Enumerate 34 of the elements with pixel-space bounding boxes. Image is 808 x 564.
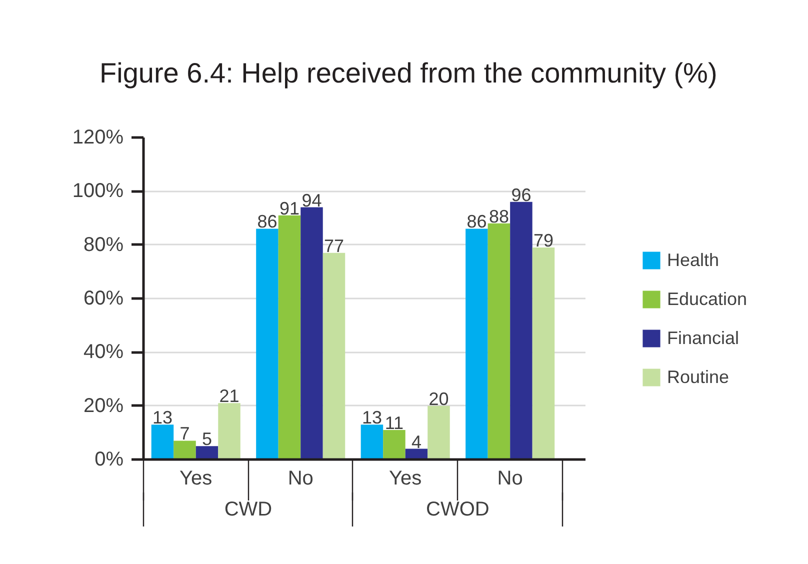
data-label: 94 (302, 190, 322, 210)
legend-label: Education (667, 288, 748, 310)
y-tick-label: 40% (83, 341, 124, 364)
data-label: 91 (279, 198, 300, 218)
legend-label: Financial (667, 328, 740, 348)
x-tick-label: No (497, 468, 523, 490)
x-tick-label: Yes (389, 468, 422, 490)
data-label: 4 (411, 432, 422, 452)
y-tick-label: 80% (83, 234, 124, 256)
text: CWD (224, 498, 272, 520)
data-label: 77 (324, 236, 344, 256)
text: CWOD (426, 498, 490, 520)
data-label: 21 (219, 386, 240, 406)
data-label: 96 (511, 184, 532, 205)
x-tick-label: Yes (180, 468, 212, 490)
y-tick-label: 120% (72, 126, 124, 148)
x-tick-label: No (288, 468, 314, 490)
y-tick-label: 20% (83, 394, 124, 417)
data-label: 5 (202, 429, 212, 450)
chart-title: Figure 6.4: Help received from the community (%) (100, 58, 718, 88)
data-label: 86 (466, 212, 487, 232)
data-label: 7 (180, 424, 190, 444)
data-label: 86 (257, 212, 278, 232)
data-label: 13 (362, 408, 382, 428)
data-label: 20 (428, 388, 449, 409)
y-tick-label: 60% (83, 288, 124, 310)
data-label: 88 (488, 206, 509, 226)
legend-label: Routine (667, 366, 730, 388)
legend-label: Health (667, 250, 720, 270)
y-tick-label: 100% (72, 180, 124, 202)
data-label: 79 (533, 230, 554, 251)
data-label: 13 (152, 408, 173, 428)
y-tick-label: 0% (94, 448, 124, 470)
data-label: 11 (384, 412, 404, 433)
